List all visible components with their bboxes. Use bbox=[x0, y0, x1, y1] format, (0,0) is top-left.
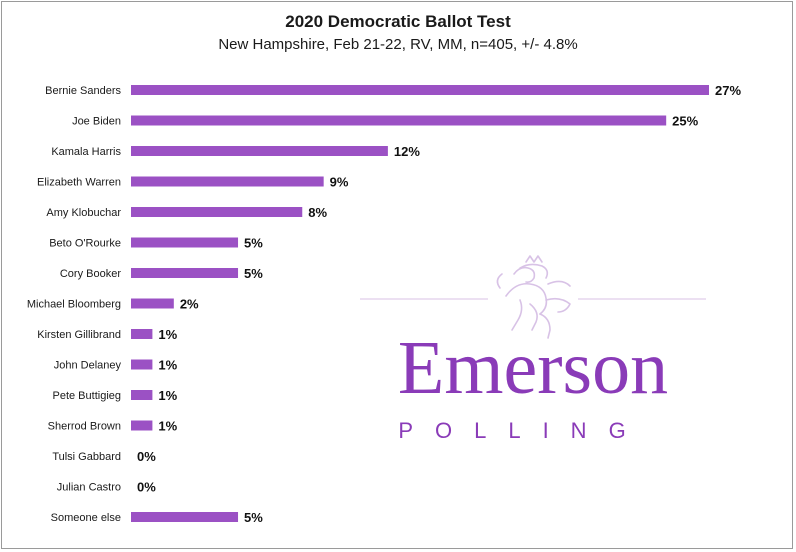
bar bbox=[131, 420, 153, 431]
category-label: Joe Biden bbox=[72, 116, 121, 128]
category-label: Elizabeth Warren bbox=[37, 177, 121, 189]
category-label: Michael Bloomberg bbox=[27, 299, 121, 311]
bar bbox=[131, 359, 153, 370]
bar bbox=[131, 85, 709, 95]
value-label: 1% bbox=[158, 419, 177, 434]
category-label: Pete Buttigieg bbox=[53, 390, 122, 402]
category-label: John Delaney bbox=[54, 360, 122, 372]
value-label: 2% bbox=[180, 297, 199, 312]
category-label: Julian Castro bbox=[57, 482, 121, 494]
lion-crest-icon bbox=[496, 255, 571, 339]
value-label: 1% bbox=[158, 358, 177, 373]
bar bbox=[131, 115, 667, 126]
value-label: 25% bbox=[672, 114, 698, 129]
category-label: Sherrod Brown bbox=[48, 421, 121, 433]
category-label: Someone else bbox=[51, 512, 121, 524]
category-label: Beto O'Rourke bbox=[49, 238, 121, 250]
value-label: 1% bbox=[158, 388, 177, 403]
value-label: 9% bbox=[330, 175, 349, 190]
bar bbox=[131, 329, 153, 339]
value-label: 12% bbox=[394, 144, 420, 159]
category-label: Amy Klobuchar bbox=[46, 207, 121, 219]
category-label: Cory Booker bbox=[60, 268, 121, 280]
value-label: 8% bbox=[308, 205, 327, 220]
bar bbox=[131, 268, 239, 278]
bar bbox=[131, 207, 303, 217]
value-label: 1% bbox=[158, 327, 177, 342]
bar bbox=[131, 298, 174, 309]
value-label: 0% bbox=[137, 480, 156, 495]
chart-subtitle: New Hampshire, Feb 21-22, RV, MM, n=405,… bbox=[218, 36, 578, 53]
bar bbox=[131, 512, 239, 522]
value-label: 5% bbox=[244, 266, 263, 281]
category-label: Kamala Harris bbox=[51, 146, 121, 158]
value-label: 0% bbox=[137, 449, 156, 464]
chart-title: 2020 Democratic Ballot Test bbox=[285, 12, 511, 31]
category-label: Bernie Sanders bbox=[45, 85, 121, 97]
logo-wordmark: Emerson bbox=[398, 326, 668, 410]
bar bbox=[131, 176, 324, 187]
value-label: 27% bbox=[715, 83, 741, 98]
bar bbox=[131, 390, 153, 400]
bar bbox=[131, 237, 239, 248]
category-label: Kirsten Gillibrand bbox=[37, 329, 121, 341]
logo-tagline: POLLING bbox=[398, 418, 647, 443]
category-label: Tulsi Gabbard bbox=[52, 451, 121, 463]
value-label: 5% bbox=[244, 236, 263, 251]
value-label: 5% bbox=[244, 510, 263, 525]
bar bbox=[131, 146, 388, 156]
